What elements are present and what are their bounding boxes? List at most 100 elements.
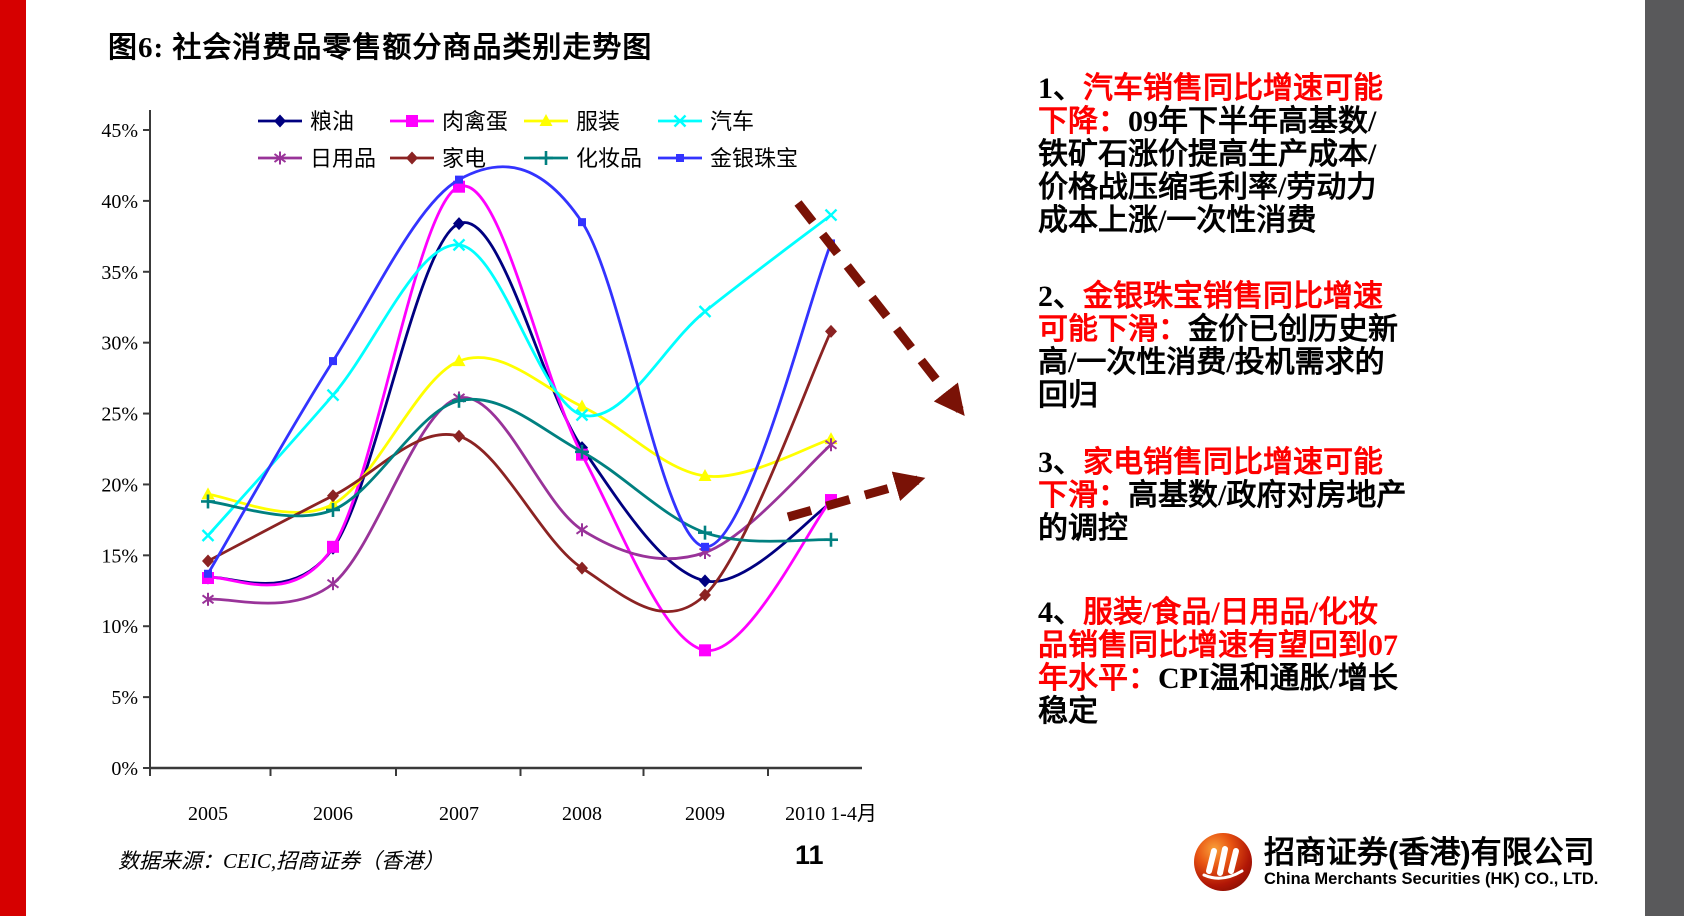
series-marker <box>204 569 212 578</box>
figure-title: 图6: 社会消费品零售额分商品类别走势图 <box>108 32 653 64</box>
series-marker <box>698 525 712 540</box>
cms-logo: 招商证券(香港)有限公司 China Merchants Securities … <box>1192 831 1598 893</box>
series-marker <box>825 324 837 338</box>
annotation-text-segment: 3、 <box>1038 446 1083 479</box>
annotation-text-segment: 高/一次性消费/投机需求的 <box>1038 346 1385 379</box>
annotation-line: 4、服装/食品/日用品/化妆 <box>1038 596 1474 629</box>
series-marker <box>575 523 589 537</box>
y-axis-tick-label: 10% <box>101 616 138 638</box>
series-marker <box>202 554 214 568</box>
annotation-text-segment: 09年下半年高基数/ <box>1128 105 1377 138</box>
annotation-text-segment: 2、 <box>1038 280 1083 313</box>
y-axis-tick-label: 25% <box>101 404 138 426</box>
legend-label: 汽车 <box>710 109 754 134</box>
annotation-line: 的调控 <box>1038 512 1474 545</box>
series-marker <box>673 114 687 128</box>
legend-item-粮油: 粮油 <box>258 109 354 134</box>
x-axis-label: 2007 <box>439 803 479 825</box>
series-marker <box>406 151 418 165</box>
series-marker <box>406 115 418 127</box>
series-marker <box>699 644 711 657</box>
y-axis-tick-label: 40% <box>101 191 138 213</box>
annotation-text-segment: 高基数/政府对房地产 <box>1128 479 1407 512</box>
series-marker <box>824 438 838 452</box>
legend-label: 服装 <box>576 109 620 134</box>
annotation-text-segment: 年水平： <box>1038 662 1158 695</box>
y-axis-tick-label: 5% <box>111 687 138 709</box>
series-marker <box>455 175 463 184</box>
page-number: 11 <box>795 840 824 870</box>
x-axis-label: 2010 1-4月 <box>785 803 877 825</box>
series-marker <box>576 561 588 575</box>
annotation-text-segment: 价格战压缩毛利率/劳动力 <box>1038 171 1377 204</box>
annotation-text-segment: 金价已创历史新 <box>1188 313 1398 346</box>
series-marker <box>453 429 465 443</box>
left-red-bar <box>0 0 26 916</box>
annotation-arrow-1 <box>794 200 965 417</box>
annotation-text-segment: 品销售同比增速有望回到07 <box>1038 629 1398 662</box>
series-line-3 <box>206 213 832 537</box>
annotation-line: 年水平：CPI温和通胀/增长 <box>1038 662 1474 695</box>
annotation-text-segment: 可能下滑： <box>1038 313 1188 346</box>
series-marker <box>539 151 553 165</box>
annotation-text-segment: CPI温和通胀/增长 <box>1158 662 1398 695</box>
legend-label: 粮油 <box>310 109 354 134</box>
series-marker <box>327 489 339 503</box>
legend-label: 金银珠宝 <box>710 146 798 171</box>
legend-item-金银珠宝: 金银珠宝 <box>658 146 798 171</box>
annotation-line: 价格战压缩毛利率/劳动力 <box>1038 171 1474 204</box>
series-marker <box>201 529 215 542</box>
series-marker <box>329 357 337 366</box>
annotation-text-segment: 回归 <box>1038 379 1098 412</box>
annotation-line: 下降：09年下半年高基数/ <box>1038 105 1474 138</box>
series-marker <box>575 399 589 412</box>
cms-logo-name-en: China Merchants Securities (HK) CO., LTD… <box>1264 869 1599 888</box>
y-axis-tick-label: 35% <box>101 262 138 284</box>
series-marker <box>326 577 340 591</box>
series-6 <box>201 393 838 547</box>
annotation-text-segment: 成本上涨/一次性消费 <box>1038 204 1317 237</box>
series-marker <box>452 393 466 408</box>
series-marker <box>201 592 215 606</box>
annotation-text-segment: 稳定 <box>1038 695 1098 728</box>
legend-item-肉禽蛋: 肉禽蛋 <box>390 109 508 134</box>
series-line-1 <box>207 184 833 652</box>
y-axis-tick-label: 20% <box>101 474 138 496</box>
annotation-line: 成本上涨/一次性消费 <box>1038 204 1474 237</box>
series-3 <box>201 208 838 542</box>
series-marker <box>327 540 339 553</box>
legend-item-服装: 服装 <box>524 109 620 134</box>
annotation-text-segment: 金银珠宝销售同比增速 <box>1083 280 1383 313</box>
y-axis-tick-label: 0% <box>111 758 138 780</box>
annotation-block-3: 3、家电销售同比增速可能 下滑：高基数/政府对房地产 的调控 <box>1038 446 1474 545</box>
series-marker <box>699 574 711 588</box>
annotation-line: 高/一次性消费/投机需求的 <box>1038 346 1474 379</box>
series-marker <box>539 114 553 126</box>
annotation-text-segment: 1、 <box>1038 72 1083 105</box>
annotation-line: 可能下滑：金价已创历史新 <box>1038 313 1474 346</box>
x-axis-label: 2005 <box>188 803 228 825</box>
legend-item-汽车: 汽车 <box>658 109 754 134</box>
annotation-text-segment: 铁矿石涨价提高生产成本/ <box>1038 138 1377 171</box>
legend-item-家电: 家电 <box>390 146 486 171</box>
annotation-line: 品销售同比增速有望回到07 <box>1038 629 1474 662</box>
series-marker <box>676 154 684 162</box>
legend-item-日用品: 日用品 <box>258 146 376 171</box>
series-marker <box>575 444 589 459</box>
annotation-line: 3、家电销售同比增速可能 <box>1038 446 1474 479</box>
series-marker <box>699 588 711 602</box>
y-axis-tick-label: 30% <box>101 333 138 355</box>
series-marker <box>824 432 838 445</box>
data-source-note: 数据来源：CEIC,招商证券（香港） <box>118 849 445 873</box>
y-axis-tick-label: 45% <box>101 120 138 142</box>
series-line-6 <box>207 397 832 543</box>
x-axis-label: 2008 <box>562 803 602 825</box>
series-line-5 <box>207 330 833 614</box>
annotation-text-segment: 下降： <box>1038 105 1128 138</box>
series-marker <box>452 238 466 252</box>
series-marker <box>201 487 215 500</box>
annotation-text-segment: 家电销售同比增速可能 <box>1083 446 1383 479</box>
legend-label: 日用品 <box>310 146 376 171</box>
legend-item-化妆品: 化妆品 <box>524 146 642 171</box>
